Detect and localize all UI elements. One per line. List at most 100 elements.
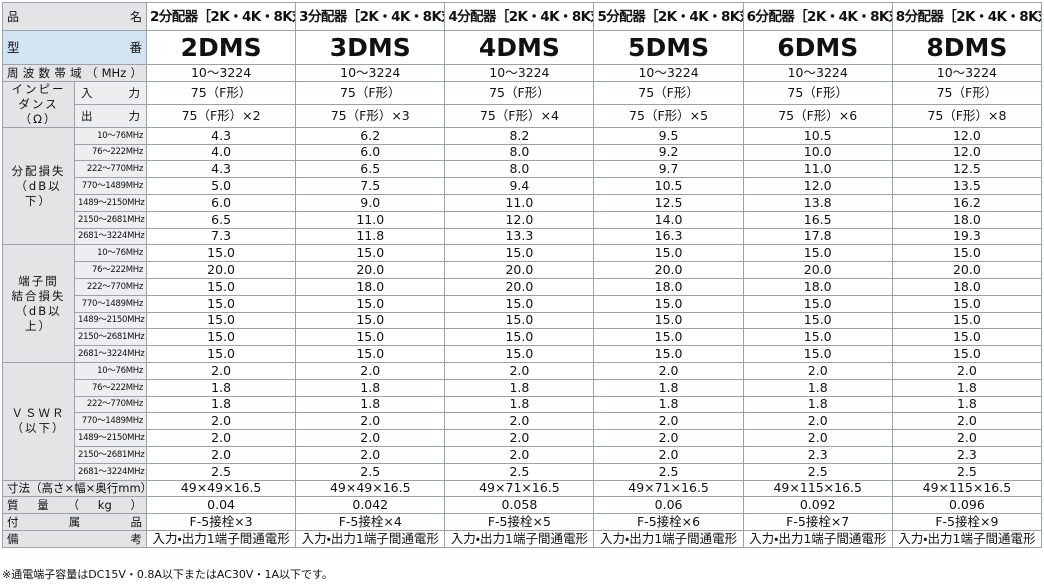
cell-value: 2.5 [146, 462, 297, 481]
sub-label: 222～770MHz [73, 160, 148, 179]
cell-value: 8.0 [444, 160, 595, 179]
cell-value: 15.0 [146, 277, 297, 296]
cell-value: 8.2 [444, 126, 595, 145]
cell-value: 1.8 [295, 395, 446, 414]
cell-value: 2.0 [444, 429, 595, 447]
cell-value: 10～3224 [891, 64, 1043, 82]
spec-row: 76～222MHz 20.0 20.0 20.0 20.0 20.0 20.0 [3, 261, 1043, 279]
sub-label: 入力 [73, 80, 148, 105]
spec-row: 出力 75（F形）×2 75（F形）×3 75（F形）×4 75（F形）×5 75（F形）… [3, 103, 1043, 128]
group-label: インピーダンス （Ω） [2, 80, 75, 128]
cell-value: 入力・出力1端子間通電形 [146, 529, 297, 548]
cell-value: 15.0 [742, 345, 893, 363]
cell-value: 10.5 [593, 177, 744, 195]
sub-label: 1489～2150MHz [73, 429, 148, 447]
sub-label: 2150～2681MHz [73, 328, 148, 347]
cell-value: 4.3 [146, 126, 297, 145]
cell-value: 0.04 [146, 496, 297, 515]
sub-label: 76～222MHz [73, 143, 148, 162]
cell-value: 15.0 [444, 345, 595, 363]
cell-value: 15.0 [146, 328, 297, 347]
sub-label: 222～770MHz [73, 395, 148, 414]
sub-label: 770～1489MHz [73, 412, 148, 431]
cell-value: 75（F形）×3 [295, 103, 446, 128]
cell-value: 15.0 [891, 244, 1043, 263]
cell-value: 15.0 [295, 244, 446, 263]
spec-row: 770～1489MHz 2.0 2.0 2.0 2.0 2.0 2.0 [3, 412, 1043, 431]
cell-value: 15.0 [742, 244, 893, 263]
cell-value: 49×115×16.5 [742, 479, 893, 498]
cell-value: 2.0 [593, 445, 744, 464]
sub-label: 2681～3224MHz [73, 227, 148, 246]
cell-value: 1.8 [742, 378, 893, 397]
spec-row: 1489～2150MHz 15.0 15.0 15.0 15.0 15.0 15.0 [3, 311, 1043, 330]
cell-value: F-5接栓×6 [593, 513, 744, 531]
cell-value: 10～3224 [444, 64, 595, 82]
spec-table: 品名2分配器［2K・4K・8K対応］3分配器［2K・4K・8K対応］4分配器［2… [1, 2, 1043, 548]
cell-value: 20.0 [444, 277, 595, 296]
row-label: 付属品 [1, 513, 148, 531]
cell-value: 15.0 [295, 294, 446, 313]
product-name: 4分配器［2K・4K・8K対応］ [444, 2, 595, 31]
cell-value: 16.3 [593, 227, 744, 246]
cell-value: 15.0 [146, 294, 297, 313]
model-number: 5DMS [593, 30, 744, 65]
cell-value: 11.0 [295, 210, 446, 229]
cell-value: 1.8 [593, 395, 744, 414]
row-label: 周波数帯域（MHz） [1, 64, 148, 82]
cell-value: 14.0 [593, 210, 744, 229]
product-name: 5分配器［2K・4K・8K対応］ [593, 2, 744, 31]
product-name: 8分配器［2K・4K・8K対応］ [891, 2, 1043, 31]
cell-value: F-5接栓×3 [146, 513, 297, 531]
cell-value: 18.0 [891, 277, 1043, 296]
product-name: 3分配器［2K・4K・8K対応］ [295, 2, 446, 31]
cell-value: 15.0 [891, 311, 1043, 330]
cell-value: 入力・出力1端子間通電形 [593, 529, 744, 548]
cell-value: 2.0 [444, 361, 595, 380]
cell-value: 2.0 [146, 429, 297, 447]
cell-value: 4.0 [146, 143, 297, 162]
cell-value: 15.0 [593, 328, 744, 347]
cell-value: 入力・出力1端子間通電形 [295, 529, 446, 548]
sub-label: 76～222MHz [73, 261, 148, 279]
cell-value: 20.0 [891, 261, 1043, 279]
cell-value: 49×49×16.5 [146, 479, 297, 498]
cell-value: 18.0 [295, 277, 446, 296]
cell-value: 2.0 [146, 361, 297, 380]
cell-value: 75（F形）×8 [891, 103, 1043, 128]
product-name: 2分配器［2K・4K・8K対応］ [146, 2, 297, 31]
cell-value: 20.0 [593, 261, 744, 279]
row-label: 品名 [1, 2, 148, 31]
row-label: 質量（kg） [1, 496, 148, 515]
cell-value: 15.0 [593, 244, 744, 263]
cell-value: 15.0 [444, 244, 595, 263]
cell-value: 15.0 [146, 345, 297, 363]
cell-value: 75（F形） [593, 80, 744, 105]
sub-label: 2681～3224MHz [73, 462, 148, 481]
cell-value: 18.0 [891, 210, 1043, 229]
sub-label: 2150～2681MHz [73, 210, 148, 229]
sub-label: 10～76MHz [73, 361, 148, 380]
cell-value: 15.0 [295, 328, 446, 347]
cell-value: 10.0 [742, 143, 893, 162]
cell-value: 2.3 [742, 445, 893, 464]
model-number: 4DMS [444, 30, 595, 65]
cell-value: 16.2 [891, 193, 1043, 212]
cell-value: F-5接栓×9 [891, 513, 1043, 531]
cell-value: 6.5 [146, 210, 297, 229]
cell-value: 12.0 [444, 210, 595, 229]
cell-value: 15.0 [891, 294, 1043, 313]
header-row: 品名2分配器［2K・4K・8K対応］3分配器［2K・4K・8K対応］4分配器［2… [1, 2, 1043, 31]
cell-value: 2.0 [146, 445, 297, 464]
cell-value: 15.0 [593, 345, 744, 363]
cell-value: 2.5 [891, 462, 1043, 481]
cell-value: 12.0 [891, 126, 1043, 145]
cell-value: 18.0 [742, 277, 893, 296]
cell-value: 2.0 [593, 429, 744, 447]
cell-value: 1.8 [295, 378, 446, 397]
cell-value: 10.5 [742, 126, 893, 145]
cell-value: 2.0 [295, 445, 446, 464]
spec-row: 2150～2681MHz 2.0 2.0 2.0 2.0 2.3 2.3 [3, 445, 1043, 464]
spec-row: 周波数帯域（MHz） 10～3224 10～3224 10～3224 10～3224 10… [1, 64, 1043, 82]
cell-value: 9.2 [593, 143, 744, 162]
